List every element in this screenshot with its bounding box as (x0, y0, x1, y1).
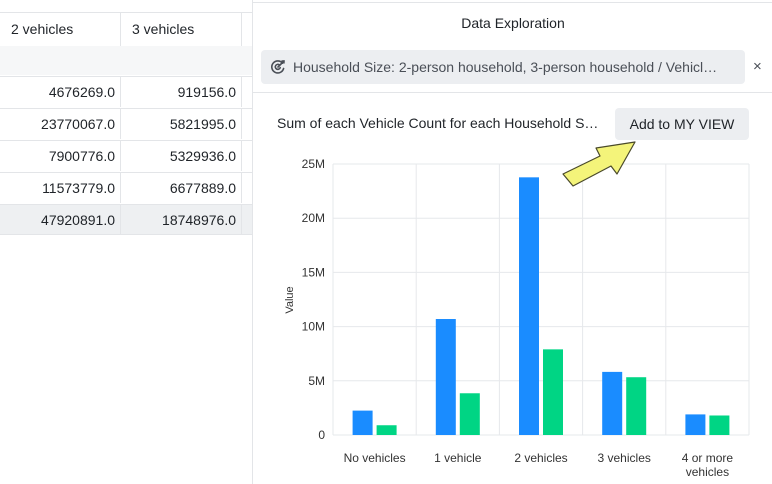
filter-chip[interactable]: Household Size: 2-person household, 3-pe… (261, 50, 745, 84)
table-cell: 6677889.0 (121, 173, 242, 203)
table-cell: 47920891.0 (0, 205, 121, 235)
x-tick-label: 2 vehicles (514, 451, 567, 465)
table-cell: 4676269.0 (0, 77, 121, 107)
y-tick-label: 10M (302, 320, 325, 334)
column-header-2-vehicles[interactable]: 2 vehicles (0, 13, 121, 46)
table-row: 7900776.0 5329936.0 (0, 140, 252, 171)
table-total-row: 47920891.0 18748976.0 (0, 204, 252, 235)
data-table: 2 vehicles 3 vehicles 4676269.0 919156.0… (0, 0, 252, 484)
bar (543, 349, 563, 435)
data-exploration-panel: Data Exploration Household Size: 2-perso… (252, 0, 772, 484)
panel-title: Data Exploration (461, 15, 565, 31)
table-cell: 5329936.0 (121, 141, 242, 171)
close-icon[interactable]: × (753, 58, 762, 75)
y-tick-label: 0 (318, 428, 325, 442)
table-cell: 919156.0 (121, 77, 242, 107)
bar (376, 425, 397, 435)
x-tick-label: No vehicles (344, 451, 406, 465)
bar (602, 371, 623, 435)
bar (626, 377, 647, 435)
bar (352, 410, 373, 435)
column-header-3-vehicles[interactable]: 3 vehicles (121, 13, 242, 46)
x-tick-label: 4 or more vehicles (682, 451, 734, 479)
table-cell: 5821995.0 (121, 109, 242, 139)
table-cell: 11573779.0 (0, 173, 121, 203)
bar-chart: 0 5M 10M 15M 20M 25M Value No vehicles 1 vehicle… (284, 157, 750, 479)
table-row: 23770067.0 5821995.0 (0, 108, 252, 139)
y-tick-label: 25M (302, 157, 325, 171)
y-axis-label: Value (284, 286, 296, 313)
filter-bar: Household Size: 2-person household, 3-pe… (253, 44, 772, 93)
table-cell: 23770067.0 (0, 109, 121, 139)
y-tick-label: 15M (302, 265, 325, 279)
table-header-row: 2 vehicles 3 vehicles (0, 12, 252, 47)
divider (253, 2, 772, 3)
filter-icon (271, 60, 285, 74)
table-row: 11573779.0 6677889.0 (0, 172, 252, 203)
bar (685, 414, 706, 435)
table-row: 4676269.0 919156.0 (0, 76, 252, 107)
add-to-my-view-button[interactable]: Add to MY VIEW (615, 108, 749, 140)
table-cell: 7900776.0 (0, 141, 121, 171)
y-tick-label: 20M (302, 211, 325, 225)
bar (519, 177, 539, 436)
x-tick-label: 1 vehicle (434, 451, 482, 465)
table-cell: 18748976.0 (121, 205, 242, 235)
filter-text: Household Size: 2-person household, 3-pe… (293, 59, 718, 75)
y-tick-label: 5M (308, 374, 325, 388)
arrow-icon (562, 141, 636, 187)
bar (459, 393, 480, 435)
bar (435, 319, 456, 435)
bar (709, 415, 730, 435)
chart-title: Sum of each Vehicle Count for each House… (277, 115, 599, 131)
table-spacer-row (0, 46, 252, 75)
x-tick-label: 3 vehicles (598, 451, 651, 465)
